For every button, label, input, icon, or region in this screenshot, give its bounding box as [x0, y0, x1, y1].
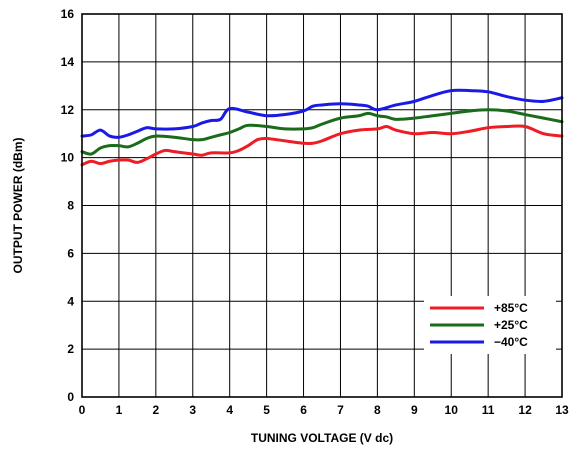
y-tick-label: 0 — [67, 390, 74, 404]
x-axis-title: TUNING VOLTAGE (V dc) — [251, 431, 393, 445]
y-tick-label: 2 — [67, 342, 74, 356]
plot-frame — [81, 13, 563, 398]
y-tick-label: 14 — [61, 55, 75, 69]
y-tick-label: 8 — [67, 199, 74, 213]
x-tick-label: 11 — [482, 403, 495, 417]
x-tick-label: 4 — [226, 403, 233, 417]
x-tick-label: 7 — [337, 403, 344, 417]
y-tick-label: 12 — [61, 103, 75, 117]
series-line — [80, 124, 564, 167]
y-tick-labels: 0 2 4 6 8 10 12 14 16 — [61, 7, 75, 404]
series-line — [80, 88, 564, 139]
legend-label: +25°C — [494, 318, 528, 332]
x-tick-label: 1 — [116, 403, 123, 417]
legend: +85°C +25°C −40°C — [424, 296, 556, 354]
y-axis-title: OUTPUT POWER (dBm) — [11, 138, 25, 274]
x-tick-label: 0 — [79, 403, 86, 417]
x-tick-label: 10 — [445, 403, 459, 417]
x-tick-label: 3 — [189, 403, 196, 417]
y-tick-label: 6 — [67, 246, 74, 260]
x-tick-label: 8 — [374, 403, 381, 417]
legend-label: +85°C — [494, 301, 528, 315]
series-line — [80, 108, 564, 156]
x-tick-label: 6 — [300, 403, 307, 417]
y-tick-label: 16 — [61, 7, 75, 21]
series-lines — [80, 88, 564, 167]
x-tick-labels: 0 1 2 3 4 5 6 7 8 9 10 11 12 13 — [79, 403, 569, 417]
x-tick-label: 5 — [263, 403, 270, 417]
x-tick-label: 2 — [153, 403, 160, 417]
legend-items: +85°C +25°C −40°C — [430, 301, 528, 349]
x-tick-label: 13 — [555, 403, 569, 417]
legend-label: −40°C — [494, 335, 528, 349]
y-tick-label: 10 — [61, 151, 75, 165]
x-tick-label: 9 — [411, 403, 418, 417]
y-tick-label: 4 — [67, 294, 74, 308]
x-tick-label: 12 — [518, 403, 532, 417]
